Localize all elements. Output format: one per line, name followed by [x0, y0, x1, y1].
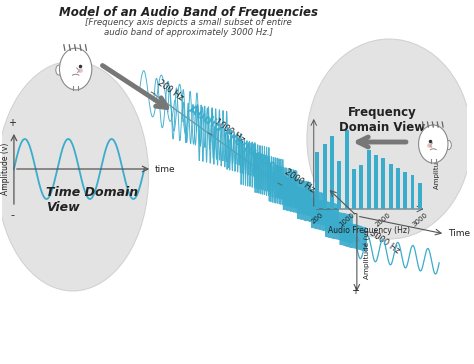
Text: Amplitude (v): Amplitude (v)	[433, 141, 440, 189]
Text: 200 Hz: 200 Hz	[156, 78, 185, 102]
Bar	[337, 162, 341, 209]
Ellipse shape	[419, 125, 448, 163]
Bar	[418, 183, 422, 209]
Text: Audio Frequency (Hz): Audio Frequency (Hz)	[328, 226, 410, 235]
Text: +: +	[351, 286, 359, 296]
Text: 1000: 1000	[338, 212, 356, 228]
Bar	[366, 150, 371, 209]
Bar	[352, 169, 356, 209]
Text: 2000 Hz: 2000 Hz	[283, 168, 316, 195]
Bar	[396, 168, 400, 209]
Text: 2000: 2000	[374, 212, 392, 228]
Text: Amplitude (v): Amplitude (v)	[364, 229, 370, 279]
Text: time: time	[155, 165, 176, 174]
Text: 1000 Hz: 1000 Hz	[213, 118, 246, 145]
Bar	[381, 158, 385, 209]
Bar	[315, 152, 319, 209]
Text: Frequency
Domain View: Frequency Domain View	[339, 106, 425, 134]
Text: [Frequency axis depicts a small subset of entire
audio band of approximately 300: [Frequency axis depicts a small subset o…	[85, 18, 292, 37]
Ellipse shape	[446, 141, 451, 150]
Bar	[323, 144, 327, 209]
Ellipse shape	[60, 48, 92, 90]
Text: 3000 Hz: 3000 Hz	[368, 229, 401, 256]
Bar	[359, 166, 363, 209]
Text: Amplitude (v): Amplitude (v)	[0, 143, 9, 195]
Bar	[345, 130, 349, 209]
Text: 200: 200	[310, 212, 325, 225]
Text: -: -	[353, 208, 357, 218]
Text: 3000: 3000	[411, 212, 428, 228]
Ellipse shape	[307, 39, 472, 239]
Text: -: -	[10, 210, 14, 220]
Ellipse shape	[56, 65, 62, 75]
Ellipse shape	[0, 61, 149, 291]
Bar	[410, 175, 414, 209]
Text: Model of an Audio Band of Frequencies: Model of an Audio Band of Frequencies	[59, 6, 318, 19]
Text: +: +	[8, 118, 16, 128]
Bar	[403, 172, 407, 209]
Text: Time Domain
View: Time Domain View	[46, 186, 138, 214]
Bar	[374, 155, 378, 209]
Bar	[389, 164, 392, 209]
Text: Time: Time	[448, 229, 470, 238]
Bar	[330, 136, 334, 209]
Text: Audio Frequency: Audio Frequency	[186, 102, 284, 176]
